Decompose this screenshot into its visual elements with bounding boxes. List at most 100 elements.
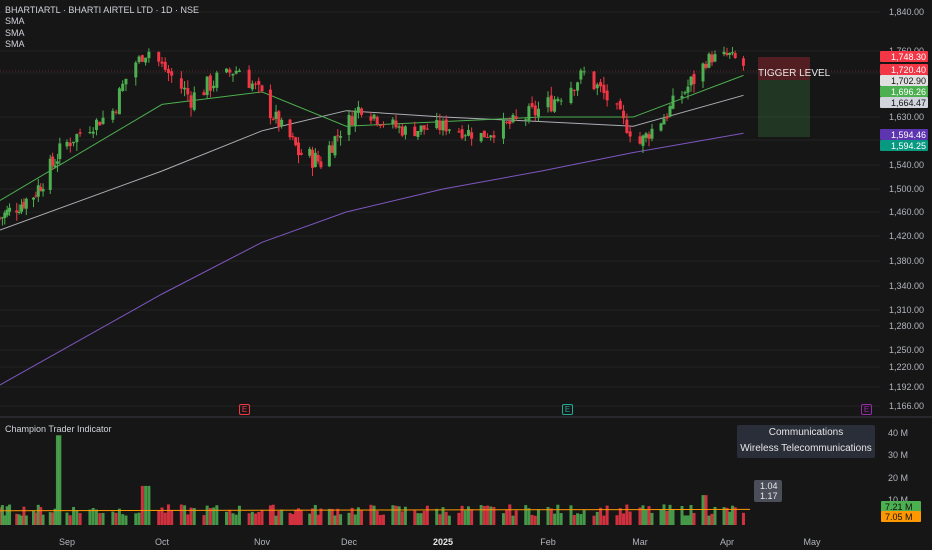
volume-bar [333, 515, 337, 525]
volume-bar [179, 504, 183, 525]
candle-body [572, 89, 576, 91]
candle-body [51, 156, 55, 166]
volume-bar [360, 510, 364, 525]
volume-bar [140, 485, 144, 525]
volume-bar [48, 512, 52, 525]
candle-body [381, 124, 385, 126]
candle-body [72, 141, 76, 144]
candle-body [553, 99, 557, 112]
volume-bar [32, 510, 35, 525]
price-tick-label: 1,192.00 [889, 382, 924, 392]
sma-legend-1[interactable]: SMA [5, 16, 25, 27]
candle [665, 113, 669, 122]
candle [17, 204, 21, 215]
price-label: 1,702.90 [880, 75, 928, 86]
candle-body [347, 114, 351, 135]
volume-bar [599, 507, 603, 525]
volume-bar [271, 504, 275, 525]
candle [88, 126, 92, 135]
volume-bar [460, 505, 464, 525]
volume-bar [55, 435, 59, 525]
candle [124, 78, 128, 92]
candle [492, 130, 496, 143]
candle [247, 65, 251, 89]
candle-body [208, 75, 212, 91]
candle [55, 153, 59, 172]
candle-body [536, 108, 540, 117]
candle-body [605, 90, 609, 101]
volume-bar [444, 511, 448, 525]
sma-long-line [0, 132, 744, 386]
candle-body [582, 71, 586, 73]
candle [274, 104, 278, 124]
volume-bar [671, 509, 675, 525]
candle [215, 70, 219, 92]
candle [311, 146, 315, 176]
candle [416, 130, 420, 140]
volume-bar [170, 510, 174, 525]
earnings-badge-3[interactable]: E [861, 404, 872, 415]
volume-bar [733, 507, 737, 525]
candle-body [247, 69, 251, 88]
volume-bar [228, 509, 232, 525]
candle-body [288, 119, 292, 138]
candle [662, 113, 666, 125]
candle [692, 70, 696, 93]
candle-body [595, 84, 599, 89]
candles [0, 46, 745, 226]
candle [722, 46, 726, 57]
candle-body [659, 123, 663, 131]
price-label-text: 1,696.26 [891, 87, 926, 97]
candle [375, 115, 379, 127]
sma-legend-2[interactable]: SMA [5, 27, 25, 38]
candle [291, 132, 295, 141]
price-tick-label: 1,500.00 [889, 184, 924, 194]
volume-bar [403, 506, 407, 525]
candle [511, 112, 515, 124]
price-tick-label: 1,420.00 [889, 231, 924, 241]
candle-body [556, 98, 560, 101]
candle-body [356, 106, 360, 113]
candle [514, 109, 518, 122]
candle-body [5, 209, 9, 216]
price-label: 1,594.25 [880, 140, 928, 151]
earnings-badge-2[interactable]: E [562, 404, 573, 415]
candle [671, 88, 675, 110]
price-tick-label: 1,310.00 [889, 305, 924, 315]
volume-bar [39, 507, 43, 525]
volume-bar [288, 512, 292, 525]
candle [208, 73, 212, 98]
candle-body [117, 88, 121, 115]
candle [157, 51, 161, 67]
candle [254, 81, 258, 90]
candle [501, 112, 505, 144]
candle [228, 67, 232, 77]
earnings-badge-1[interactable]: E [239, 404, 250, 415]
candle-body [32, 197, 35, 200]
volume-indicator-title[interactable]: Champion Trader Indicator [5, 424, 112, 434]
volume-bar [701, 495, 705, 525]
candle-body [68, 142, 72, 147]
volume-bar [356, 507, 360, 525]
grid [0, 11, 932, 418]
symbol-title[interactable]: BHARTIARTL · BHARTI AIRTEL LTD · 1D · NS… [5, 5, 200, 15]
time-tick-label: Apr [720, 537, 734, 547]
volume-bar [215, 505, 219, 525]
sma-legend-3[interactable]: SMA [5, 38, 25, 49]
volume-bar [277, 511, 281, 525]
candle-body [311, 149, 315, 168]
candle-body [333, 136, 337, 156]
candle [192, 86, 196, 112]
volume-bar [470, 509, 474, 525]
volume-bar [144, 485, 148, 525]
candle [296, 136, 300, 164]
volume-bar [422, 510, 426, 525]
volume-bar [511, 515, 515, 525]
candle-body [533, 105, 537, 116]
candle [313, 148, 317, 168]
price-tick-label: 1,540.00 [889, 160, 924, 170]
volume-bar [330, 508, 334, 525]
candle-body [559, 100, 563, 102]
candle-body [447, 129, 451, 131]
